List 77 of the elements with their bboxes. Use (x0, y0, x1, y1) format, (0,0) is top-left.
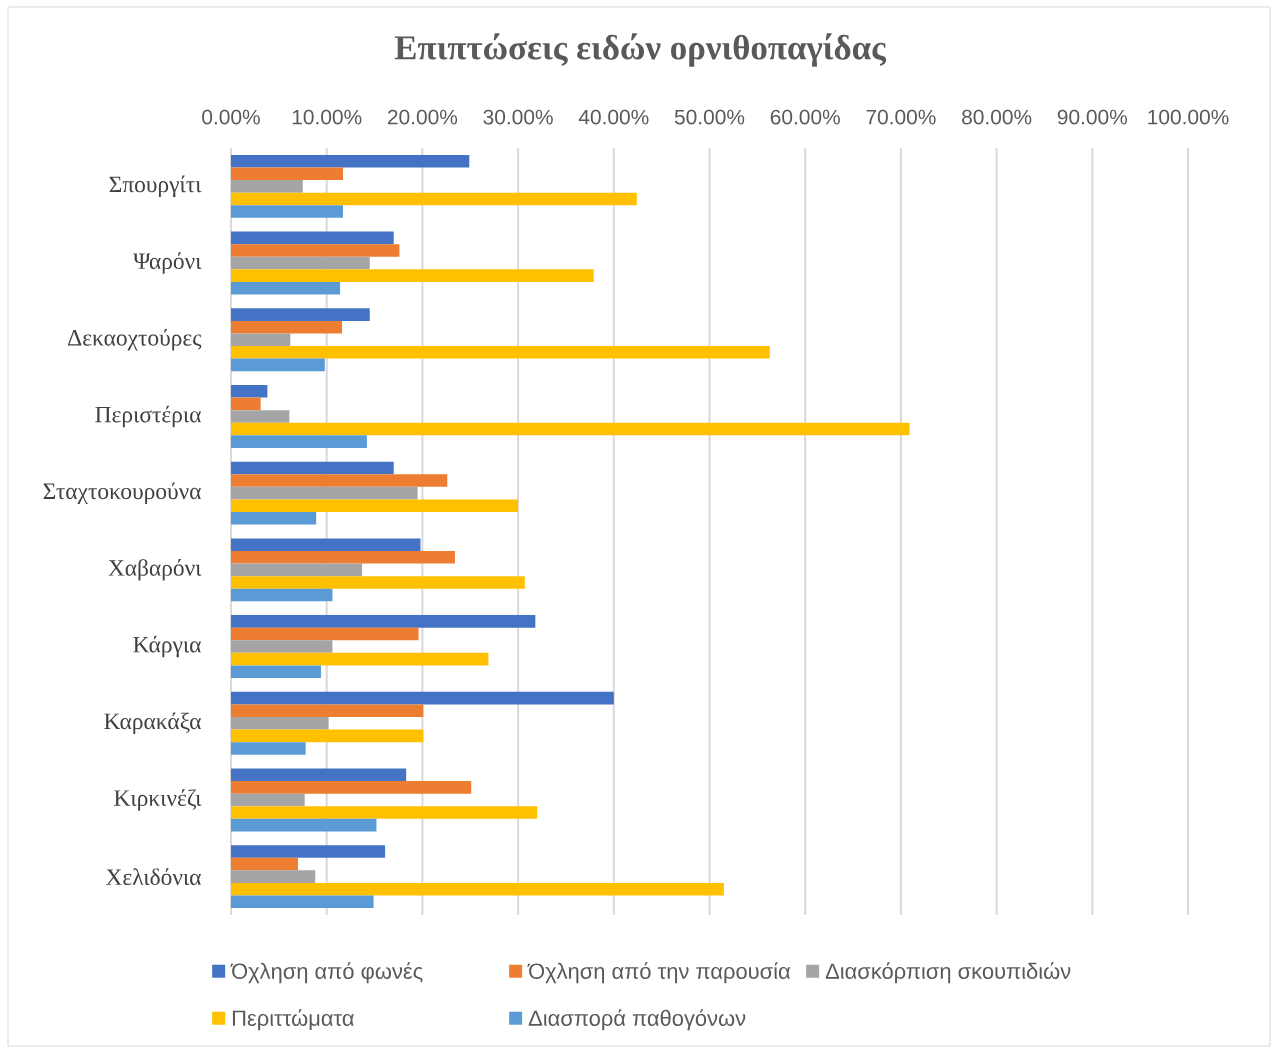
x-tick-label: 0.00% (202, 109, 260, 125)
bar (231, 320, 343, 334)
bar (231, 806, 538, 819)
bar (231, 615, 536, 628)
bar (231, 474, 448, 487)
bar (231, 882, 724, 896)
legend-label: Διασπορά παθογόνων (528, 1009, 746, 1031)
bar (231, 704, 424, 717)
bar (231, 550, 455, 564)
bar (231, 716, 329, 730)
y-tick-label: Δεκαοχτούρες (68, 329, 202, 351)
bar (231, 422, 910, 436)
bar (231, 397, 261, 411)
bar (231, 627, 419, 641)
bar (231, 576, 525, 589)
bar (231, 640, 333, 653)
bar (231, 461, 394, 475)
bar (231, 512, 317, 525)
bar (231, 499, 519, 513)
x-tick-label: 10.00% (292, 109, 362, 125)
bar (231, 435, 367, 448)
bar (231, 269, 594, 282)
legend-label: Περιττώματα (232, 1009, 354, 1031)
bar (231, 538, 421, 551)
bar (231, 588, 333, 602)
bar (231, 333, 291, 347)
legend-label: Όχληση από φωνές (230, 962, 423, 984)
x-tick-label: 40.00% (578, 109, 649, 125)
bar (231, 563, 363, 577)
bar (231, 870, 316, 883)
bar (231, 665, 321, 678)
bar (231, 729, 424, 743)
legend-label: Όχληση από την παρουσία (527, 962, 791, 984)
bar (231, 845, 386, 858)
y-tick-label: Χαβαρόνι (108, 559, 202, 581)
y-tick-label: Σταχτοκουρούνα (43, 482, 201, 504)
y-tick-label: Χελιδόνια (106, 868, 201, 886)
bar (231, 358, 325, 372)
bar (231, 742, 306, 755)
bar (231, 256, 370, 270)
bar (231, 231, 394, 245)
bar (231, 486, 418, 500)
bar (231, 691, 614, 705)
y-tick-label: Σπουργίτι (109, 175, 202, 198)
bar (231, 781, 472, 794)
x-tick-label: 100.00% (1148, 109, 1229, 125)
y-tick-label: Κιρκινέζι (114, 789, 202, 811)
bar (231, 154, 470, 168)
x-tick-label: 90.00% (1057, 109, 1128, 125)
x-tick-label: 60.00% (770, 109, 840, 125)
chart-title: Επιπτώσεις ειδών ορνιθοπαγίδας (394, 33, 887, 67)
bar (231, 410, 290, 423)
bar (231, 768, 407, 782)
x-tick-label: 30.00% (483, 109, 553, 125)
bar (231, 244, 400, 257)
bar (231, 346, 770, 359)
legend-label: Διασκόρπιση σκουπιδιών (825, 962, 1071, 984)
x-tick-label: 20.00% (387, 109, 458, 125)
bar (231, 180, 303, 193)
bar (231, 308, 370, 321)
bar (231, 895, 374, 909)
bar (231, 652, 489, 666)
x-tick-label: 70.00% (866, 109, 936, 125)
y-tick-label: Περιστέρια (95, 405, 201, 428)
bar (231, 281, 341, 295)
x-tick-label: 50.00% (674, 109, 745, 125)
y-tick-label: Κάργια (133, 635, 201, 658)
y-tick-label: Καρακάξα (104, 712, 201, 734)
bar (231, 857, 298, 871)
bar (231, 167, 343, 181)
bar (231, 192, 637, 206)
y-tick-label: Ψαρόνι (133, 252, 202, 274)
x-tick-label: 80.00% (962, 109, 1032, 125)
bar (231, 793, 305, 807)
bar (231, 385, 268, 398)
bar (231, 205, 343, 218)
bar (231, 818, 377, 832)
